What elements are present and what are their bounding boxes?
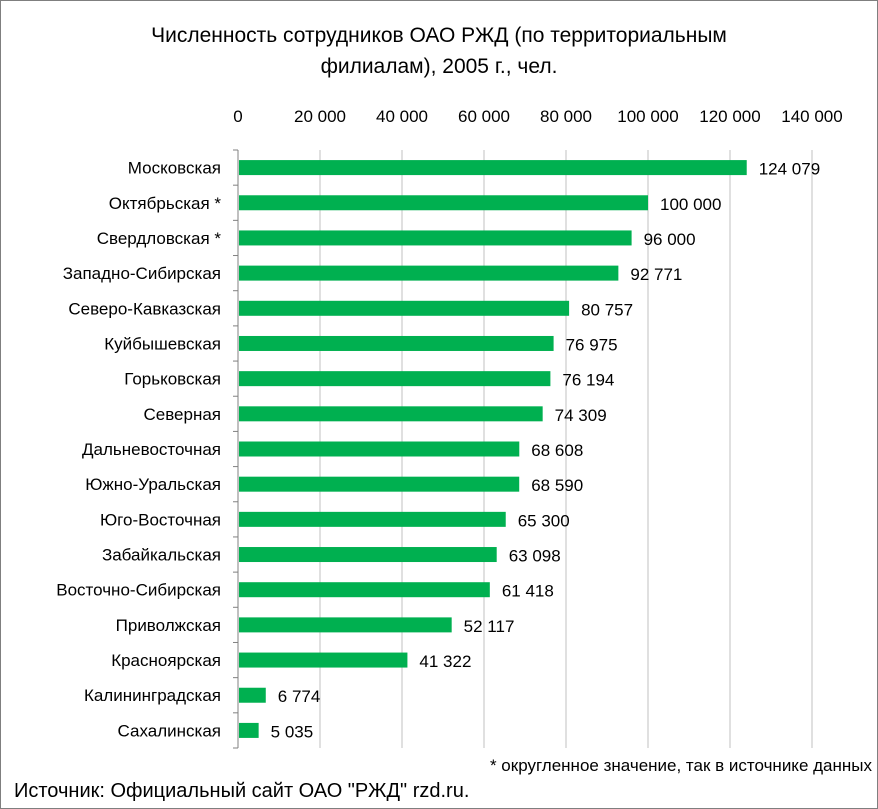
bar bbox=[239, 160, 747, 176]
bar bbox=[239, 230, 632, 246]
x-tick-label: 100 000 bbox=[617, 107, 678, 126]
chart-title-line-2: филиалам), 2005 г., чел. bbox=[320, 55, 558, 78]
bar bbox=[239, 617, 452, 633]
category-label: Восточно-Сибирская bbox=[56, 581, 221, 600]
category-label: Приволжская bbox=[116, 616, 221, 635]
data-label: 61 418 bbox=[502, 582, 554, 601]
data-label: 74 309 bbox=[555, 406, 607, 425]
category-label: Сахалинская bbox=[118, 721, 221, 740]
data-label: 63 098 bbox=[509, 547, 561, 566]
x-tick-label: 140 000 bbox=[781, 107, 842, 126]
category-label: Калининградская bbox=[84, 686, 221, 705]
bar bbox=[239, 406, 543, 422]
category-label: Юго-Восточная bbox=[100, 510, 221, 529]
data-label: 80 757 bbox=[581, 300, 633, 319]
data-label: 124 079 bbox=[759, 160, 820, 179]
x-tick-label: 0 bbox=[233, 107, 242, 126]
footnote: * округленное значение, так в источнике … bbox=[489, 756, 872, 775]
category-label: Южно-Уральская bbox=[85, 475, 221, 494]
bar bbox=[239, 300, 570, 316]
data-label: 68 608 bbox=[531, 441, 583, 460]
bar bbox=[239, 652, 408, 668]
category-label: Западно-Сибирская bbox=[63, 264, 221, 283]
bar bbox=[239, 476, 520, 492]
data-label: 96 000 bbox=[644, 230, 696, 249]
category-label: Горьковская bbox=[124, 370, 221, 389]
bar bbox=[239, 687, 266, 703]
data-label: 76 194 bbox=[562, 371, 614, 390]
category-label: Забайкальская bbox=[102, 546, 221, 565]
x-tick-label: 60 000 bbox=[458, 107, 510, 126]
category-label: Дальневосточная bbox=[82, 440, 221, 459]
bar bbox=[239, 195, 648, 211]
data-label: 5 035 bbox=[271, 722, 314, 741]
data-label: 68 590 bbox=[531, 476, 583, 495]
bar bbox=[239, 722, 259, 738]
data-label: 100 000 bbox=[660, 195, 721, 214]
data-label: 65 300 bbox=[518, 511, 570, 530]
data-label: 6 774 bbox=[278, 687, 321, 706]
data-label: 92 771 bbox=[630, 265, 682, 284]
data-label: 76 975 bbox=[566, 335, 618, 354]
category-label: Куйбышевская bbox=[104, 334, 221, 353]
bar bbox=[239, 335, 554, 351]
category-label: Северо-Кавказская bbox=[68, 299, 221, 318]
bar bbox=[239, 441, 520, 457]
x-tick-label: 80 000 bbox=[540, 107, 592, 126]
data-label: 41 322 bbox=[419, 652, 471, 671]
bar bbox=[239, 511, 506, 527]
chart-title-line-1: Численность сотрудников ОАО РЖД (по терр… bbox=[151, 24, 727, 47]
bar bbox=[239, 547, 497, 563]
source-note: Источник: Официальный сайт ОАО "РЖД" rzd… bbox=[14, 780, 470, 802]
x-tick-label: 40 000 bbox=[376, 107, 428, 126]
category-label: Северная bbox=[143, 405, 221, 424]
bar bbox=[239, 265, 619, 281]
bar bbox=[239, 371, 551, 387]
data-label: 52 117 bbox=[464, 617, 515, 636]
category-label: Красноярская bbox=[111, 651, 221, 670]
x-tick-label: 120 000 bbox=[699, 107, 760, 126]
category-label: Октябрьская * bbox=[109, 194, 222, 213]
category-label: Свердловская * bbox=[97, 229, 222, 248]
x-tick-label: 20 000 bbox=[294, 107, 346, 126]
category-label: Московская bbox=[128, 159, 221, 178]
bar bbox=[239, 582, 490, 598]
